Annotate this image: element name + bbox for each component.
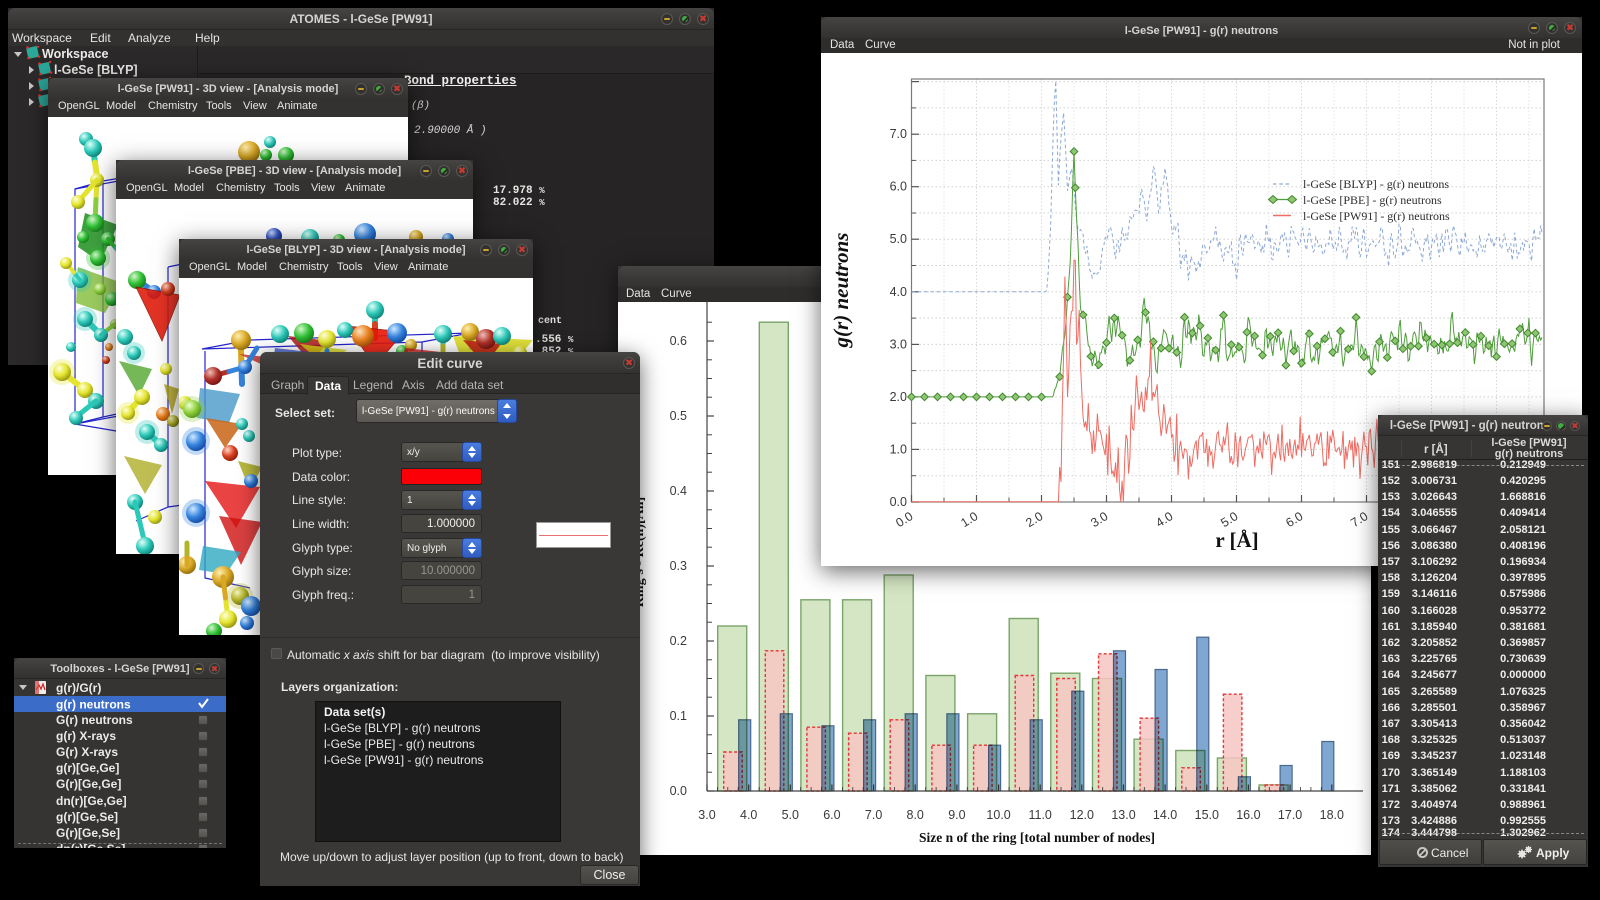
svg-text:l-GeSe [PW91] - g(r) neutrons: l-GeSe [PW91] - g(r) neutrons [1303,209,1450,223]
svg-text:Size n of the ring [total numb: Size n of the ring [total number of node… [919,830,1155,845]
svg-text:1.0: 1.0 [958,509,980,530]
svg-text:6.0: 6.0 [823,808,840,822]
svg-text:15.0: 15.0 [1195,808,1219,822]
svg-text:g(r) neutrons: g(r) neutrons [829,233,853,349]
svg-text:17.0: 17.0 [1278,808,1302,822]
svg-text:0.4: 0.4 [670,484,687,498]
svg-text:2.0: 2.0 [890,390,907,404]
svg-text:0.2: 0.2 [670,634,687,648]
svg-text:Workspace: Workspace [42,47,109,61]
svg-text:1.0: 1.0 [890,442,907,456]
svg-text:13.0: 13.0 [1111,808,1135,822]
svg-text:g(r) neutrons: g(r) neutrons [56,698,131,712]
svg-text:l-GeSe [BLYP]: l-GeSe [BLYP] [54,63,138,77]
svg-text:3.0: 3.0 [890,337,907,351]
svg-text:g(r)/G(r): g(r)/G(r) [56,681,101,695]
svg-text:6.0: 6.0 [890,180,907,194]
svg-text:6.0: 6.0 [1283,509,1305,530]
svg-text:3.0: 3.0 [1088,509,1110,530]
svg-text:5.0: 5.0 [890,232,907,246]
svg-text:0.0: 0.0 [890,495,907,509]
svg-text:5.0: 5.0 [1218,509,1240,530]
svg-text:0.5: 0.5 [670,409,687,423]
svg-text:8.0: 8.0 [907,808,924,822]
svg-text:4.0: 4.0 [1153,509,1175,530]
svg-text:4.0: 4.0 [890,285,907,299]
svg-text:9.0: 9.0 [948,808,965,822]
svg-text:0.0: 0.0 [893,509,915,530]
svg-text:12.0: 12.0 [1070,808,1094,822]
svg-text:0.0: 0.0 [670,784,687,798]
svg-text:16.0: 16.0 [1236,808,1260,822]
svg-text:14.0: 14.0 [1153,808,1177,822]
svg-text:7.0: 7.0 [1348,509,1370,530]
svg-text:10.0: 10.0 [986,808,1010,822]
svg-text:0.3: 0.3 [670,559,687,573]
svg-text:0.1: 0.1 [670,709,687,723]
svg-text:l-GeSe [PBE] - g(r) neutrons: l-GeSe [PBE] - g(r) neutrons [1303,193,1442,207]
svg-text:2.0: 2.0 [1023,509,1045,530]
svg-text:11.0: 11.0 [1028,808,1051,822]
svg-text:l-GeSe [BLYP] - g(r) neutrons: l-GeSe [BLYP] - g(r) neutrons [1303,177,1449,191]
svg-text:7.0: 7.0 [890,127,907,141]
svg-text:0.6: 0.6 [670,334,687,348]
svg-text:3.0: 3.0 [698,808,715,822]
svg-text:4.0: 4.0 [740,808,757,822]
svg-text:7.0: 7.0 [865,808,882,822]
svg-text:5.0: 5.0 [782,808,799,822]
svg-text:18.0: 18.0 [1320,808,1344,822]
svg-text:r [Å]: r [Å] [1215,528,1258,552]
